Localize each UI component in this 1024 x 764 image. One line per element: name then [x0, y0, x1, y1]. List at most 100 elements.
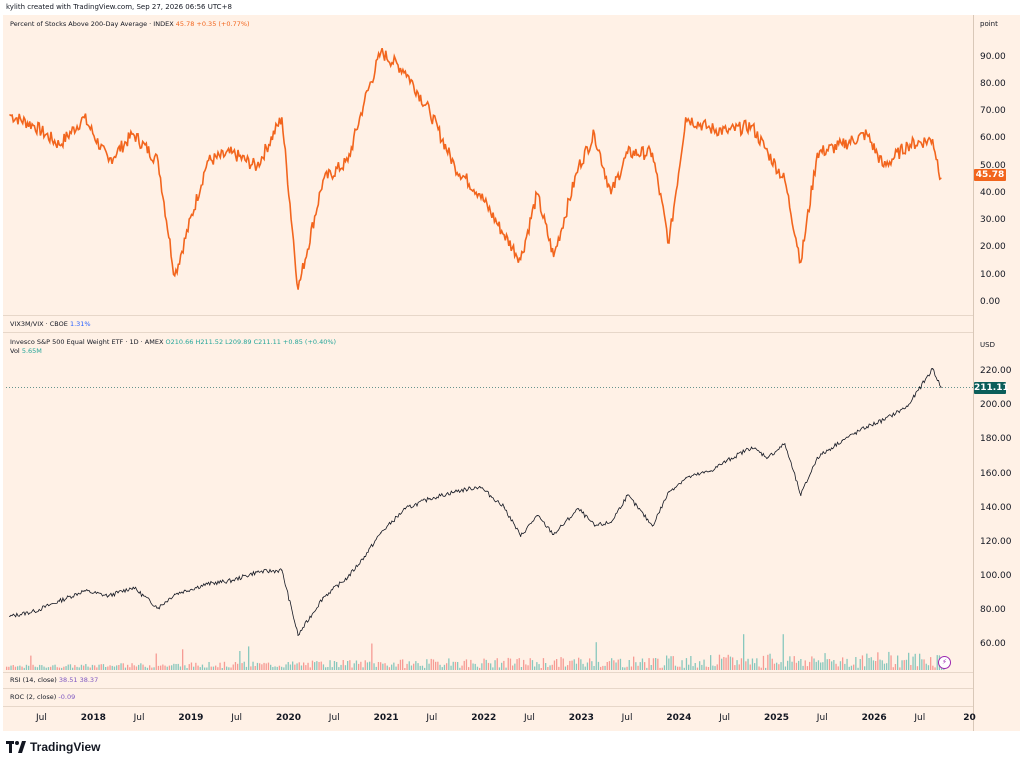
x-tick-label: Jul	[816, 713, 828, 723]
volume-bar	[864, 666, 866, 670]
price-data-point	[58, 600, 60, 602]
volume-bar	[333, 661, 336, 670]
volume-bar	[608, 661, 611, 670]
pane-divider[interactable]	[3, 688, 973, 689]
volume-bar	[908, 652, 910, 670]
price-data-point	[281, 569, 283, 571]
volume-bar	[340, 664, 342, 670]
volume-bar	[868, 658, 870, 670]
volume-bar	[52, 665, 54, 670]
volume-bar	[490, 663, 492, 670]
breadth-data-point	[685, 117, 687, 119]
volume-bar	[525, 664, 527, 670]
volume-bar	[927, 665, 930, 670]
volume-bar	[173, 663, 175, 670]
volume-bar	[657, 658, 659, 670]
volume-bar	[736, 660, 738, 670]
volume-bar	[208, 662, 210, 670]
volume-bar	[628, 660, 630, 670]
price-scale-unit[interactable]: USD	[980, 341, 995, 349]
volume-bar	[28, 665, 30, 670]
volume-bar	[853, 664, 855, 670]
volume-bar	[160, 665, 162, 670]
volume-bar	[668, 658, 670, 670]
breadth-data-point	[9, 114, 11, 116]
breadth-data-point	[157, 160, 159, 162]
vix-legend[interactable]: VIX3M/VIX · CBOE 1.31%	[10, 320, 91, 328]
vix-legend-title: VIX3M/VIX · CBOE	[10, 320, 68, 328]
volume-bar	[415, 661, 417, 670]
x-tick-label: Jul	[621, 713, 633, 723]
volume-bar	[127, 664, 129, 670]
price-data-point	[363, 556, 366, 558]
volume-bar	[428, 663, 430, 670]
volume-bar	[883, 663, 886, 670]
volume-bar	[509, 658, 512, 670]
breadth-data-point	[577, 166, 580, 168]
volume-bar	[754, 663, 756, 670]
volume-bar	[866, 653, 868, 670]
volume-bar	[507, 657, 509, 670]
price-data-point	[709, 470, 711, 472]
price-scale-divider	[973, 15, 974, 731]
breadth-data-point	[256, 166, 258, 168]
volume-bar	[580, 659, 582, 670]
volume-bar	[215, 665, 217, 670]
volume-bar	[679, 666, 681, 670]
volume-bar	[25, 664, 28, 670]
volume-bar	[773, 663, 776, 670]
volume-bar	[41, 665, 43, 670]
roc-legend[interactable]: ROC (2, close) -0.09	[10, 693, 75, 701]
volume-bar	[560, 657, 562, 670]
volume-bar	[575, 663, 578, 670]
volume-bar	[358, 663, 360, 670]
volume-bar	[327, 667, 329, 670]
x-tick-label: Jul	[426, 713, 438, 723]
volume-bar	[734, 665, 736, 670]
volume-bar	[329, 660, 331, 670]
price-y-tick-label: 200.00	[980, 400, 1012, 411]
volume-bar	[239, 651, 241, 670]
volume-bar	[663, 665, 666, 670]
volume-bar	[50, 666, 52, 670]
volume-bar	[826, 659, 828, 670]
chart-area[interactable]	[3, 15, 1020, 731]
volume-bar	[688, 664, 690, 670]
volume-bar	[252, 661, 254, 670]
price-data-point	[626, 494, 629, 496]
price-legend[interactable]: Invesco S&P 500 Equal Weight ETF · 1D · …	[10, 338, 336, 346]
price-data-point	[454, 491, 456, 493]
lightning-icon[interactable]: ⚡	[938, 656, 951, 669]
price-series-line[interactable]	[9, 368, 942, 636]
volume-bar	[166, 666, 168, 670]
volume-bar	[201, 664, 204, 670]
volume-legend[interactable]: Vol 5.65M	[10, 347, 42, 355]
volume-bar	[67, 664, 69, 670]
volume-bar	[439, 664, 441, 670]
pane-divider[interactable]	[3, 315, 973, 316]
volume-bar	[527, 665, 529, 670]
price-data-point	[520, 535, 522, 537]
volume-bar	[756, 658, 758, 670]
breadth-legend[interactable]: Percent of Stocks Above 200-Day Average …	[10, 20, 250, 28]
volume-bar	[798, 660, 800, 670]
volume-bar	[435, 661, 437, 670]
volume-bar	[771, 658, 773, 670]
tradingview-logo[interactable]: TradingView	[6, 740, 100, 754]
volume-bar	[369, 661, 371, 670]
rsi-legend[interactable]: RSI (14, close) 38.51 38.37	[10, 676, 98, 684]
volume-bar	[809, 661, 811, 670]
volume-bar	[404, 668, 406, 670]
volume-bar	[217, 667, 219, 670]
volume-bar	[787, 660, 789, 670]
breadth-scale-unit[interactable]: point	[980, 20, 998, 28]
breadth-series-line[interactable]	[9, 47, 942, 290]
pane-divider[interactable]	[3, 332, 973, 333]
breadth-legend-title: Percent of Stocks Above 200-Day Average …	[10, 20, 174, 28]
volume-bar	[182, 649, 184, 670]
volume-bar	[406, 663, 408, 670]
volume-bar	[542, 658, 545, 670]
pane-divider[interactable]	[3, 672, 973, 673]
volume-bar	[364, 660, 366, 670]
